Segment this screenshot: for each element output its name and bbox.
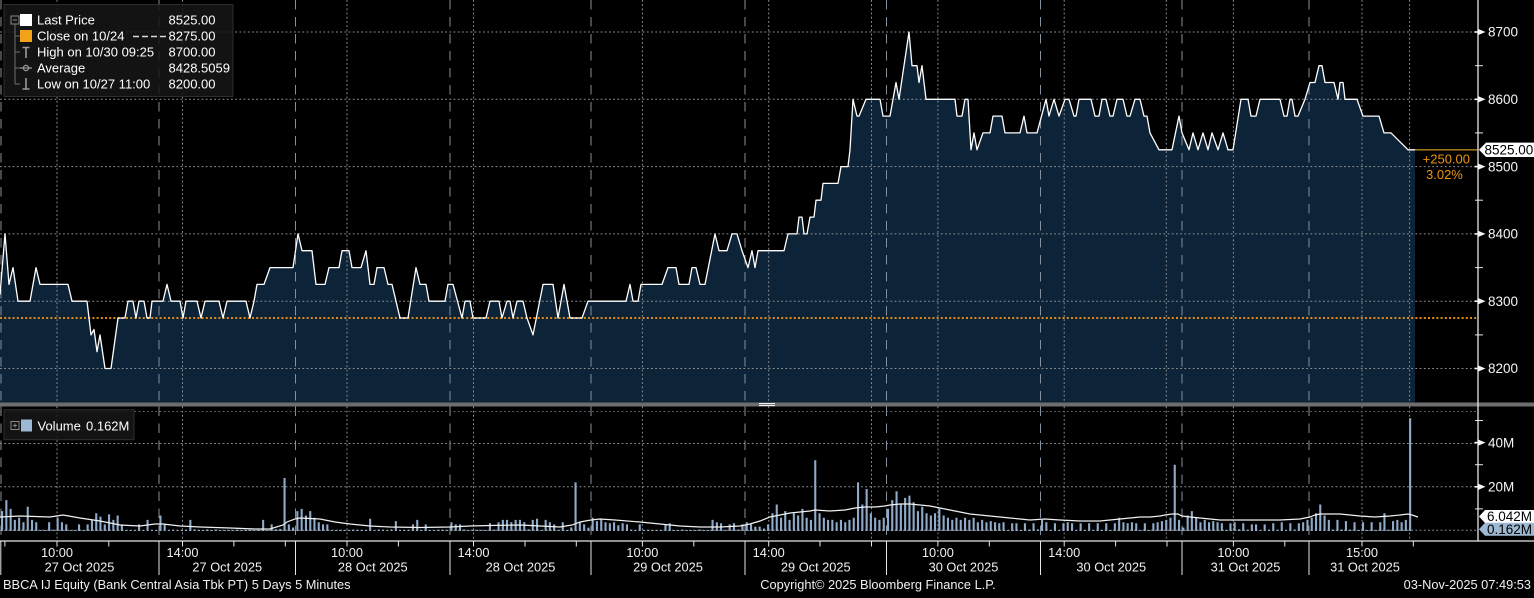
svg-text:8525.00: 8525.00	[1485, 143, 1534, 158]
svg-text:8300: 8300	[1488, 294, 1518, 309]
svg-text:14:00: 14:00	[457, 545, 489, 560]
svg-text:14:00: 14:00	[753, 545, 785, 560]
svg-text:27 Oct 2025: 27 Oct 2025	[45, 560, 115, 575]
svg-text:29 Oct 2025: 29 Oct 2025	[633, 560, 703, 575]
svg-text:Close on 10/24: Close on 10/24	[37, 29, 124, 44]
svg-text:0.162M: 0.162M	[86, 419, 129, 434]
svg-text:Last Price: Last Price	[37, 13, 95, 28]
svg-text:8200: 8200	[1488, 361, 1518, 376]
svg-text:10:00: 10:00	[41, 545, 73, 560]
svg-text:27 Oct 2025: 27 Oct 2025	[192, 560, 262, 575]
svg-text:10:00: 10:00	[626, 545, 658, 560]
svg-text:8200.00: 8200.00	[169, 77, 216, 92]
svg-text:+250.00: +250.00	[1423, 152, 1470, 167]
svg-text:3.02%: 3.02%	[1426, 167, 1463, 182]
svg-text:28 Oct 2025: 28 Oct 2025	[338, 560, 408, 575]
svg-text:Copyright© 2025 Bloomberg Fina: Copyright© 2025 Bloomberg Finance L.P.	[760, 577, 995, 592]
svg-text:8500: 8500	[1488, 159, 1518, 174]
svg-text:8400: 8400	[1488, 227, 1518, 242]
svg-text:8428.5059: 8428.5059	[169, 61, 230, 76]
svg-text:10:00: 10:00	[1217, 545, 1249, 560]
svg-text:10:00: 10:00	[922, 545, 954, 560]
svg-text:Volume: Volume	[38, 419, 81, 434]
svg-text:31 Oct 2025: 31 Oct 2025	[1330, 560, 1400, 575]
svg-text:8700: 8700	[1488, 25, 1518, 40]
svg-text:8600: 8600	[1488, 92, 1518, 107]
svg-text:03-Nov-2025 07:49:53: 03-Nov-2025 07:49:53	[1404, 577, 1531, 592]
svg-text:28 Oct 2025: 28 Oct 2025	[486, 560, 556, 575]
svg-text:15:00: 15:00	[1346, 545, 1378, 560]
svg-text:29 Oct 2025: 29 Oct 2025	[781, 560, 851, 575]
svg-text:Average: Average	[37, 61, 85, 76]
svg-text:14:00: 14:00	[166, 545, 198, 560]
svg-text:6.042M: 6.042M	[1487, 509, 1532, 524]
svg-text:31 Oct 2025: 31 Oct 2025	[1211, 560, 1281, 575]
svg-text:High on 10/30 09:25: High on 10/30 09:25	[37, 45, 154, 60]
svg-text:8275.00: 8275.00	[169, 29, 216, 44]
svg-text:10:00: 10:00	[331, 545, 363, 560]
svg-text:20M: 20M	[1488, 480, 1514, 495]
svg-text:Low on 10/27 11:00: Low on 10/27 11:00	[37, 77, 150, 92]
svg-text:14:00: 14:00	[1048, 545, 1080, 560]
svg-text:0.162M: 0.162M	[1487, 522, 1532, 537]
svg-text:BBCA IJ Equity (Bank Central A: BBCA IJ Equity (Bank Central Asia Tbk PT…	[3, 577, 351, 592]
svg-text:30 Oct 2025: 30 Oct 2025	[929, 560, 999, 575]
svg-text:30 Oct 2025: 30 Oct 2025	[1076, 560, 1146, 575]
svg-text:40M: 40M	[1488, 435, 1514, 450]
svg-text:8700.00: 8700.00	[169, 45, 216, 60]
svg-text:8525.00: 8525.00	[169, 13, 216, 28]
